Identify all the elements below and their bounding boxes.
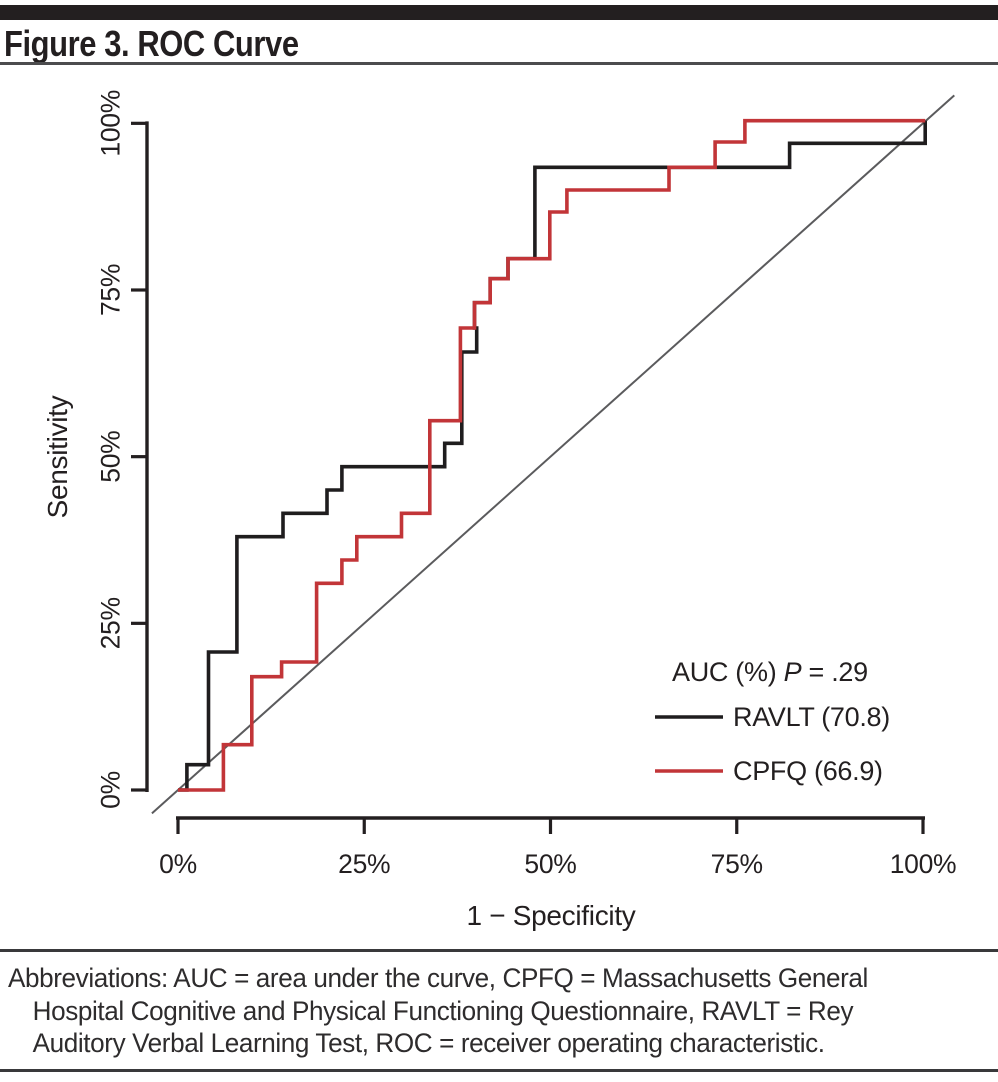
x-axis-title: 1 − Specificity [466, 900, 635, 931]
footnote-line: Auditory Verbal Learning Test, ROC = rec… [32, 1028, 825, 1058]
footnote: Abbreviations: AUC = area under the curv… [8, 962, 977, 1060]
x-tick-label: 75% [711, 849, 763, 879]
footnote-bottom-rule [0, 1069, 998, 1072]
footnote-line: Hospital Cognitive and Physical Function… [32, 995, 854, 1026]
title-divider-rule [0, 62, 998, 65]
y-axis-title: Sensitivity [42, 395, 73, 518]
y-tick-label: 25% [95, 597, 125, 649]
y-tick-label: 0% [95, 771, 125, 809]
x-tick-label: 50% [524, 849, 576, 879]
y-tick-label: 100% [95, 90, 125, 157]
y-tick-label: 75% [95, 264, 125, 316]
figure-title: Figure 3. ROC Curve [4, 23, 299, 64]
diagonal-reference-line [151, 94, 955, 815]
x-tick-label: 0% [159, 849, 197, 879]
x-tick-label: 25% [338, 849, 390, 879]
x-tick-label: 100% [890, 849, 957, 879]
footnote-line: Abbreviations: AUC = area under the curv… [8, 963, 868, 993]
roc-curve-cpfq [178, 118, 926, 792]
legend-title: AUC (%) P = .29 [672, 657, 868, 687]
legend-item-label: CPFQ (66.9) [733, 756, 883, 786]
y-tick-label: 50% [95, 431, 125, 483]
footnote-top-rule [0, 949, 998, 952]
legend-item-label: RAVLT (70.8) [733, 702, 890, 732]
top-rule [0, 5, 998, 20]
